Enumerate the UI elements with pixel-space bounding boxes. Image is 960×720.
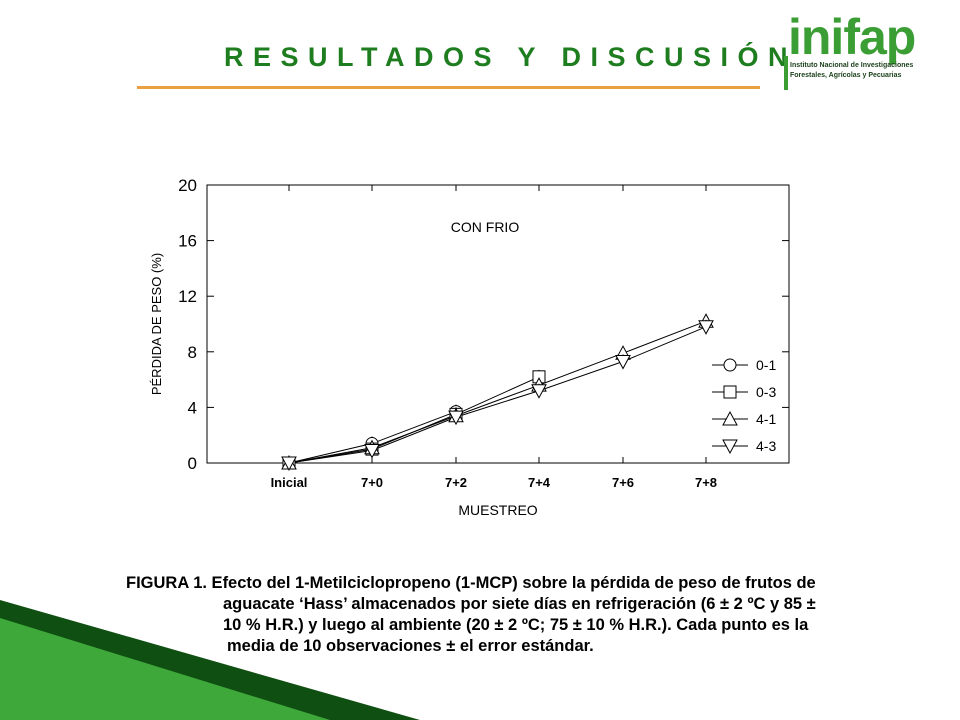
series-line-0-3: [288, 376, 540, 464]
weight-loss-chart: 0 4 8 12 16 20 Inicial 7+0 7+2 7+4 7+6 7+8 MUESTREO P…: [149, 176, 790, 518]
plot-frame: [206, 184, 790, 464]
legend-label-4-1: 4-1: [756, 411, 776, 427]
x-tick-label: 7+2: [445, 475, 467, 490]
series-line-4-3: [288, 326, 707, 464]
y-tick-label: 0: [188, 454, 197, 473]
x-tick-label: 7+6: [612, 475, 634, 490]
y-axis-label: PÉRDIDA DE PESO (%): [149, 253, 164, 395]
x-tick-label: 7+0: [361, 475, 383, 490]
logo-line-1: Instituto Nacional de Investigaciones: [790, 62, 914, 69]
caption-line-3: 10 % H.R.) y luego al ambiente (20 ± 2 º…: [223, 616, 809, 634]
data-point-4-3: [364, 443, 380, 459]
data-point-4-3: [281, 456, 297, 472]
caption-line-1: FIGURA 1. Efecto del 1-Metilciclopropeno…: [126, 574, 816, 592]
data-point-4-3: [448, 410, 464, 426]
y-tick-label: 4: [188, 398, 197, 417]
figure-caption: FIGURA 1. Efecto del 1-Metilciclopropeno…: [126, 573, 926, 657]
title-underline: [137, 86, 760, 89]
inifap-logo: inifap Instituto Nacional de Investigaci…: [784, 9, 944, 94]
legend-marker-0-1: [723, 358, 737, 372]
data-point-4-3: [698, 320, 714, 335]
x-tick-label: Inicial: [271, 475, 308, 490]
legend-label-4-3: 4-3: [756, 438, 776, 454]
legend-label-0-3: 0-3: [756, 384, 776, 400]
y-tick-label: 8: [188, 343, 197, 362]
x-tick-label: 7+8: [695, 475, 717, 490]
logo-accent-bar: [784, 56, 788, 90]
slide-title: RESULTADOS Y DISCUSIÓN: [224, 42, 798, 72]
x-tick-label: 7+4: [528, 475, 551, 490]
x-axis-label: MUESTREO: [458, 502, 537, 518]
y-tick-label: 16: [178, 232, 197, 251]
legend-marker-0-3: [723, 385, 737, 399]
corner-decoration: [0, 600, 420, 720]
logo-wordmark: inifap: [788, 9, 916, 65]
logo-line-2: Forestales, Agrícolas y Pecuarias: [790, 72, 902, 79]
series-line-4-1: [288, 320, 707, 464]
caption-line-2: aguacate ‘Hass’ almacenados por siete dí…: [223, 595, 816, 613]
chart-annotation: CON FRIO: [451, 219, 520, 235]
y-tick-label: 12: [178, 287, 197, 306]
data-point-4-3: [531, 384, 547, 399]
legend-label-0-1: 0-1: [756, 357, 776, 373]
legend-marker-4-1: [722, 410, 738, 426]
caption-line-4: media de 10 observaciones ± el error est…: [227, 637, 594, 655]
legend-marker-4-3: [722, 439, 738, 455]
y-tick-label: 20: [178, 176, 197, 195]
chart-container: 0 4 8 12 16 20 Inicial 7+0 7+2 7+4 7+6 7+8 MUESTREO P…: [149, 176, 790, 518]
data-point-4-3: [615, 355, 631, 370]
